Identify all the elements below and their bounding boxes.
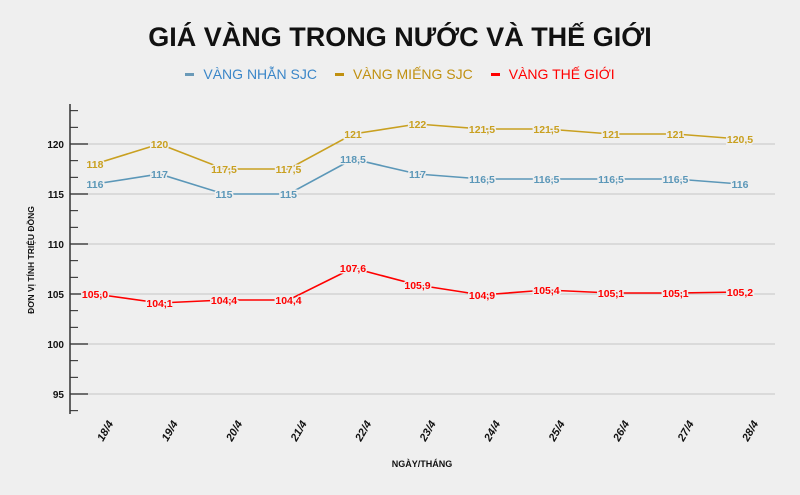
x-tick-label: 20/4: [224, 419, 246, 444]
x-tick-label: 18/4: [95, 419, 116, 444]
x-tick-label: 26/4: [611, 419, 633, 444]
data-label: 116: [87, 179, 104, 191]
legend: VÀNG NHẪN SJC VÀNG MIẾNG SJC VÀNG THẾ GI…: [0, 66, 800, 82]
y-tick-label: 95: [53, 390, 65, 401]
series-line-2: [94, 267, 741, 304]
data-label: 120,5: [727, 134, 753, 146]
data-label: 104,1: [146, 298, 172, 310]
y-tick-label: 120: [47, 140, 64, 151]
data-label: 117,5: [211, 164, 237, 176]
data-label: 116: [732, 179, 749, 191]
data-label: 121: [344, 129, 362, 141]
legend-label: VÀNG THẾ GIỚI: [508, 66, 615, 82]
data-label: 107,6: [340, 263, 366, 275]
legend-item-nhan: VÀNG NHẪN SJC: [185, 66, 317, 82]
data-label: 122: [409, 119, 427, 131]
chart-title: GIÁ VÀNG TRONG NƯỚC VÀ THẾ GIỚI: [148, 22, 652, 52]
data-label: 105,1: [662, 288, 688, 300]
data-label: 104,9: [469, 290, 495, 302]
data-label: 117: [409, 169, 426, 181]
legend-item-the-gioi: VÀNG THẾ GIỚI: [490, 66, 615, 82]
data-label: 116,5: [534, 174, 560, 186]
data-label: 116,5: [663, 174, 689, 186]
data-label: 120: [151, 139, 169, 151]
data-label: 121,5: [469, 124, 495, 136]
data-label: 105,9: [404, 280, 430, 292]
data-label: 116,5: [598, 174, 624, 186]
data-label: 118: [87, 159, 104, 171]
data-label: 121: [667, 129, 685, 141]
data-label: 105,0: [82, 289, 108, 301]
x-tick-label: 21/4: [288, 419, 310, 444]
legend-label: VÀNG MIẾNG SJC: [352, 66, 473, 82]
data-label: 115: [216, 189, 233, 201]
data-label: 105,1: [598, 288, 624, 300]
x-tick-label: 27/4: [675, 419, 697, 444]
y-tick-label: 105: [47, 290, 64, 301]
data-label: 115: [280, 189, 297, 201]
data-label: 118,5: [340, 154, 366, 166]
data-label: 104,4: [275, 295, 301, 307]
data-label: 116,5: [469, 174, 495, 186]
x-tick-label: 24/4: [482, 419, 504, 444]
data-label: 117,5: [276, 164, 302, 176]
data-label: 105,4: [533, 285, 559, 297]
x-tick-label: 22/4: [353, 419, 375, 444]
x-tick-label: 28/4: [740, 419, 762, 444]
x-tick-label: 19/4: [160, 419, 181, 444]
data-label: 104,4: [211, 295, 237, 307]
x-tick-label: 23/4: [417, 419, 439, 444]
y-axis-label: ĐƠN VỊ TÍNH TRIỆU ĐỒNG: [25, 206, 36, 314]
y-tick-label: 115: [48, 190, 65, 201]
y-tick-label: 100: [47, 340, 64, 351]
legend-marker: [185, 72, 195, 76]
x-axis-label: NGÀY/THÁNG: [392, 459, 453, 469]
series-line-1: [94, 123, 741, 170]
y-tick-label: 110: [48, 240, 65, 251]
x-tick-label: 25/4: [546, 419, 568, 444]
legend-marker: [334, 72, 344, 76]
data-label: 105,2: [727, 287, 753, 299]
data-label: 117: [151, 169, 168, 181]
data-label: 121: [602, 129, 620, 141]
legend-item-mieng: VÀNG MIẾNG SJC: [334, 66, 473, 82]
legend-label: VÀNG NHẪN SJC: [203, 66, 317, 82]
legend-marker: [490, 72, 500, 76]
data-label: 121,5: [533, 124, 559, 136]
series-line-0: [94, 158, 741, 195]
